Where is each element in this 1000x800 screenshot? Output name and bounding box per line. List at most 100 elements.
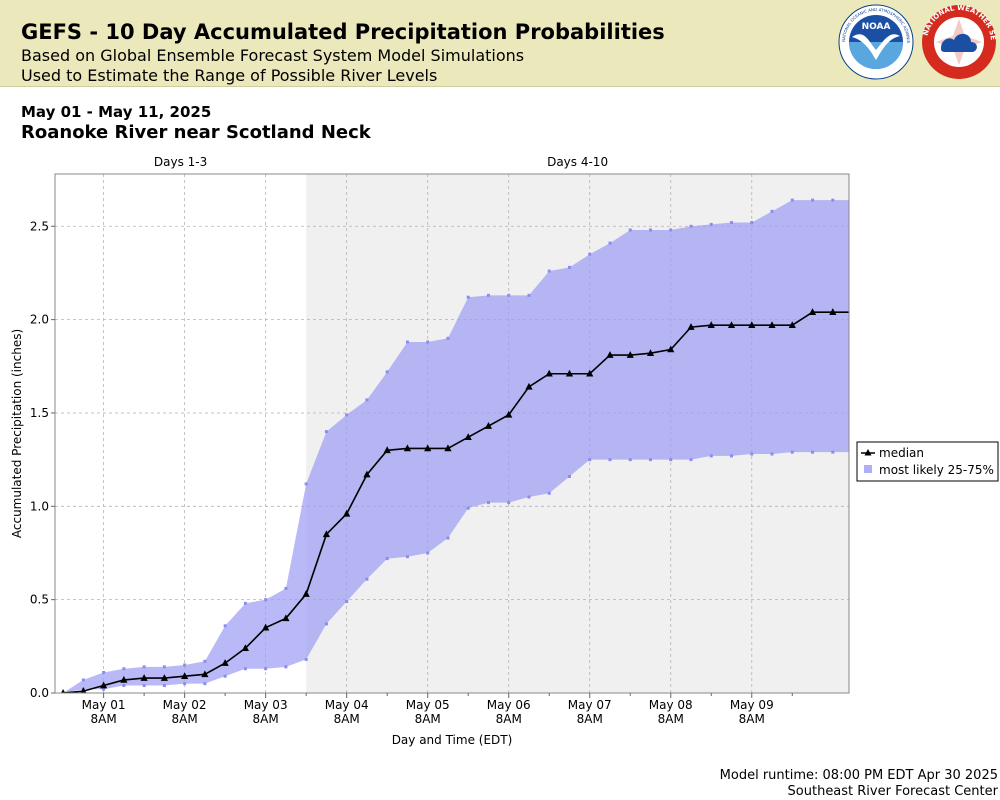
median-point <box>788 321 796 329</box>
plot-frame <box>54 173 850 694</box>
legend-label-band: most likely 25-75% <box>879 463 994 477</box>
band-point <box>486 293 490 297</box>
band-point <box>284 586 288 590</box>
band-point <box>102 670 106 674</box>
x-tick-label: May 06 <box>487 698 531 712</box>
x-tick-label: 8AM <box>415 712 441 726</box>
median-point <box>464 433 472 441</box>
band-point <box>446 336 450 340</box>
median-point <box>444 444 452 452</box>
median-point <box>60 689 66 693</box>
x-tick-label: May 07 <box>568 698 612 712</box>
x-tick-label: May 05 <box>406 698 450 712</box>
noaa-logo-label: NOAA <box>862 22 891 32</box>
median-point <box>262 623 270 631</box>
legend-box <box>856 441 999 482</box>
band-point <box>567 474 571 478</box>
median-point <box>545 369 553 377</box>
band-point <box>142 684 146 688</box>
band-point <box>608 458 612 462</box>
band-point <box>102 687 106 691</box>
y-tick-label: 0.0 <box>30 686 49 700</box>
band-point <box>122 667 126 671</box>
band-point <box>122 684 126 688</box>
median-point <box>221 659 229 666</box>
median-point <box>505 410 513 418</box>
band-point <box>345 413 349 417</box>
band-point <box>203 659 207 663</box>
band-point <box>628 228 632 232</box>
median-point <box>565 369 574 377</box>
band-point <box>852 451 855 454</box>
band-point <box>405 340 409 344</box>
header-banner: GEFS - 10 Day Accumulated Precipitation … <box>0 0 1000 87</box>
band-point <box>365 398 369 402</box>
median-point <box>322 530 331 538</box>
median-point <box>808 308 817 315</box>
y-tick-label: 2.0 <box>30 313 49 327</box>
x-tick-label: 8AM <box>253 712 279 726</box>
median-point <box>241 644 249 651</box>
band-point <box>142 665 146 669</box>
median-point <box>363 470 371 478</box>
band-point <box>852 199 855 202</box>
y-tick-label: 1.5 <box>30 406 49 420</box>
band-point <box>446 536 450 540</box>
median-point <box>606 351 614 358</box>
band-point <box>304 482 308 486</box>
band-point <box>426 551 430 555</box>
band-point <box>284 665 288 669</box>
median-point <box>181 672 189 679</box>
x-tick-label: May 04 <box>325 698 369 712</box>
band-point <box>588 458 592 462</box>
median-point <box>646 349 655 357</box>
band-point <box>324 622 328 626</box>
x-tick-label: May 02 <box>163 698 207 712</box>
band-point <box>689 458 693 462</box>
model-runtime: Model runtime: 08:00 PM EDT Apr 30 2025 <box>719 768 998 783</box>
nws-logo-icon[interactable]: NATIONAL WEATHER SERVICE <box>921 4 997 80</box>
band-point <box>507 293 511 297</box>
band-point <box>709 454 713 458</box>
band-point <box>405 555 409 559</box>
median-point <box>383 446 391 454</box>
median-point <box>829 308 837 315</box>
median-point <box>768 321 776 329</box>
band-point <box>345 600 349 604</box>
median-point <box>343 509 351 517</box>
median-point <box>626 351 634 358</box>
band-point <box>730 221 734 225</box>
y-tick-label: 0.5 <box>30 593 49 607</box>
band-point <box>385 557 389 561</box>
noaa-logo-icon[interactable]: NOAA NATIONAL OCEANIC AND ATMOSPHERIC AD… <box>838 4 914 80</box>
x-axis-label: Day and Time (EDT) <box>392 733 513 747</box>
x-tick-label: May 01 <box>82 698 126 712</box>
legend-label-median: median <box>879 446 924 460</box>
median-point <box>687 323 695 330</box>
band-point <box>790 198 794 202</box>
band-point <box>628 458 632 462</box>
x-tick-label: May 03 <box>244 698 288 712</box>
band-point <box>527 293 531 297</box>
y-axis-label: Accumulated Precipitation (inches) <box>10 329 24 538</box>
band-point <box>811 198 815 202</box>
location-title: Roanoke River near Scotland Neck <box>21 122 371 143</box>
band-point <box>183 663 187 667</box>
band-point <box>223 624 227 628</box>
band-point <box>831 198 835 202</box>
median-point <box>403 444 412 452</box>
band-point <box>669 228 673 232</box>
band-point <box>649 228 652 232</box>
median-point <box>748 321 756 329</box>
x-tick-label: 8AM <box>658 712 684 726</box>
band-point <box>223 674 227 678</box>
x-tick-label: 8AM <box>739 712 765 726</box>
legend-band-swatch <box>864 465 872 473</box>
band-point <box>426 340 430 344</box>
band-point <box>324 430 328 434</box>
band-point <box>730 454 734 458</box>
median-point <box>525 382 533 390</box>
band-point <box>466 295 470 299</box>
band-point <box>811 450 815 454</box>
